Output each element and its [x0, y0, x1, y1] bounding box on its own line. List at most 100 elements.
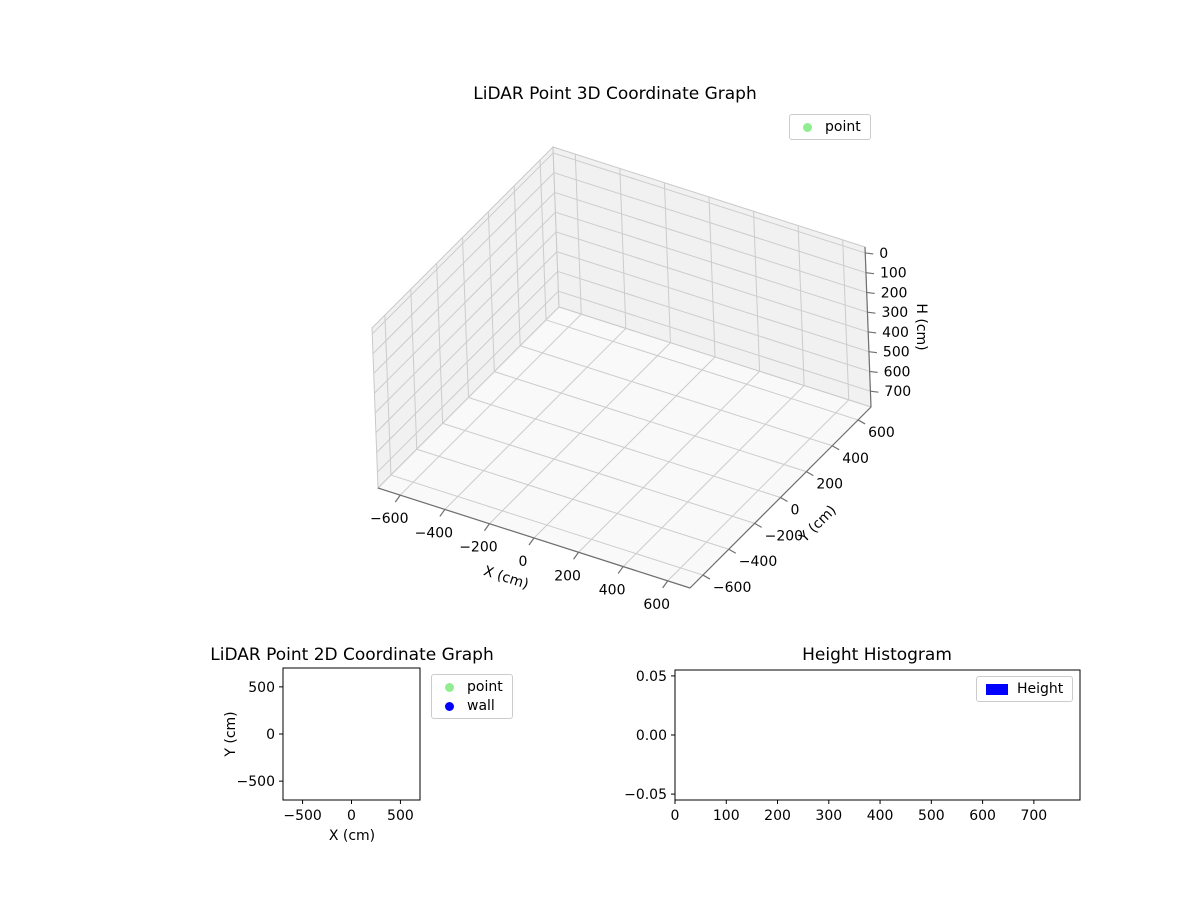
- grid-line-x: [842, 239, 850, 400]
- z-tick: [868, 351, 878, 354]
- legend-label: wall: [467, 698, 495, 714]
- x-tick: [528, 537, 535, 546]
- grid-line-z: [371, 152, 554, 335]
- y-tick: [728, 548, 737, 554]
- y-tick-label: −200: [765, 528, 803, 544]
- y-tick-label: 500: [248, 680, 275, 696]
- x-tick-label: 100: [713, 808, 740, 824]
- z-tick-label: 0: [879, 246, 888, 262]
- y-tick-label: 0.05: [636, 669, 667, 685]
- x-tick-label: 300: [815, 808, 842, 824]
- grid-line-y: [487, 211, 495, 372]
- plot3d-zlabel: H (cm): [913, 303, 929, 351]
- plot2d-legend: point wall: [431, 674, 513, 719]
- x-tick-label: 0: [519, 554, 528, 570]
- grid-line-z: [376, 271, 559, 453]
- hist-legend: Height: [976, 676, 1074, 702]
- y-tick-label: −600: [713, 580, 751, 596]
- plot3d-legend: point: [789, 114, 871, 140]
- x-tick: [573, 551, 580, 560]
- z-tick: [865, 252, 874, 255]
- z-tick: [866, 291, 875, 295]
- x-tick-label: 600: [969, 808, 996, 824]
- grid-line-y: [436, 263, 444, 424]
- y-tick-label: 400: [842, 451, 869, 467]
- legend-item-point: point: [441, 679, 503, 695]
- y-tick-label: −0.05: [624, 787, 667, 803]
- plot2d-title: LiDAR Point 2D Coordinate Graph: [210, 645, 494, 665]
- x-tick-label: 500: [387, 808, 414, 824]
- x-tick: [617, 566, 624, 574]
- grid-line-y: [539, 159, 547, 320]
- y-tick-label: 0.00: [636, 728, 667, 744]
- plot2d-xlabel: X (cm): [328, 828, 376, 844]
- grid-line-y: [462, 237, 469, 398]
- z-tick: [865, 272, 875, 275]
- grid-line-y: [442, 422, 755, 524]
- z-tick-label: 400: [882, 325, 909, 341]
- x-tick: [662, 580, 669, 589]
- plot2d-ylabel: Y (cm): [223, 711, 239, 757]
- y-tick-label: 0: [266, 727, 275, 743]
- grid-line-x: [708, 196, 716, 358]
- grid-line-z: [553, 152, 866, 254]
- grid-line-y: [494, 371, 807, 473]
- grid-line-x: [663, 182, 671, 343]
- x-tick: [439, 509, 446, 517]
- grid-line-y: [520, 345, 833, 447]
- grid-line-y: [545, 319, 859, 421]
- z-tick: [867, 311, 876, 314]
- legend-dot-icon: [445, 701, 454, 711]
- x-tick-label: −200: [459, 540, 497, 556]
- y-tick: [754, 522, 762, 528]
- legend-swatch-icon: [986, 683, 1008, 695]
- grid-line-x: [753, 211, 761, 372]
- x-tick-label: 200: [764, 808, 791, 824]
- z-tick: [868, 331, 877, 334]
- x-tick-label: 600: [643, 597, 670, 613]
- grid-line-z: [555, 211, 868, 313]
- z-tick: [870, 390, 879, 393]
- x-tick-label: −500: [283, 808, 321, 824]
- y-tick: [780, 496, 788, 503]
- legend-label: point: [467, 679, 503, 695]
- hist-title: Height Histogram: [802, 645, 952, 665]
- grid-line-z: [377, 290, 559, 473]
- y-tick-label: −500: [237, 774, 275, 790]
- grid-line-z: [374, 231, 557, 414]
- plot2d-frame: [282, 667, 421, 801]
- grid-line-z: [372, 172, 555, 355]
- grid-line-y: [468, 397, 781, 498]
- y-tick: [702, 574, 711, 580]
- z-tick: [869, 370, 878, 374]
- grid-line-x: [574, 154, 582, 315]
- grid-line-z: [554, 191, 867, 293]
- grid-line-y: [410, 289, 418, 450]
- legend-label: point: [825, 119, 861, 135]
- legend-label: Height: [1017, 681, 1064, 697]
- y-tick: [831, 445, 840, 451]
- x-tick-label: 500: [918, 808, 945, 824]
- x-tick-label: 0: [347, 808, 356, 824]
- z-axis-line: [864, 246, 872, 408]
- y-tick-label: −400: [739, 554, 777, 570]
- x-tick-label: −600: [370, 511, 408, 527]
- grid-line-y: [384, 315, 392, 476]
- x-tick-label: 0: [671, 808, 680, 824]
- z-tick-label: 600: [884, 364, 911, 380]
- z-tick-label: 300: [881, 305, 908, 321]
- y-tick-label: 200: [816, 477, 843, 493]
- x-tick-label: 400: [867, 808, 894, 824]
- z-tick-label: 100: [880, 266, 907, 282]
- x-tick: [394, 494, 401, 503]
- grid-line-y: [416, 448, 729, 550]
- grid-line-z: [556, 231, 869, 333]
- grid-line-z: [373, 192, 556, 374]
- x-tick-label: −400: [415, 525, 453, 541]
- x-tick-label: 400: [599, 583, 626, 599]
- y-tick: [806, 471, 814, 477]
- grid-line-z: [553, 172, 867, 274]
- grid-line-z: [558, 290, 871, 392]
- grid-line-y: [513, 185, 521, 346]
